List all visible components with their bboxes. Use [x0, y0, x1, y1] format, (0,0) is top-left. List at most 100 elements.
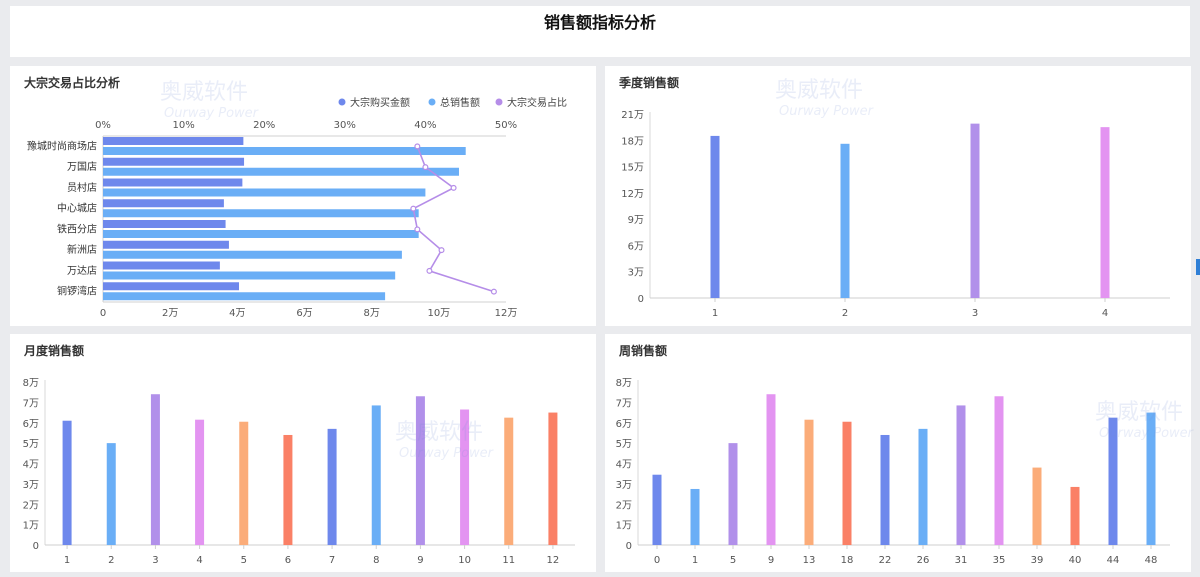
- header-panel: 销售额指标分析: [10, 6, 1190, 57]
- x-tick-label: 1: [64, 555, 70, 566]
- bar: [106, 443, 116, 545]
- bar-bulk: [103, 220, 226, 228]
- bulk-trade-chart: 大宗购买金额 总销售额 大宗交易占比 0% 10% 20% 30% 40% 50% 0 2万 4万 6万…: [27, 96, 567, 319]
- bar-bulk: [103, 282, 240, 291]
- x-tick-label: 1: [712, 308, 718, 319]
- bar-bulk: [103, 137, 244, 145]
- bar: [1108, 417, 1118, 545]
- x-tick-label: 26: [917, 555, 930, 566]
- legend-marker: [338, 98, 346, 106]
- category-label: 万国店: [67, 160, 97, 173]
- bar-total: [103, 250, 402, 259]
- bulk-trade-panel: 大宗交易占比分析 奥威软件 Ourway Power 大宗购买金额 总销售额 大宗交…: [10, 66, 596, 326]
- bar-total: [103, 167, 459, 176]
- bar-total: [103, 292, 386, 301]
- percent-point: [450, 184, 457, 191]
- bar-total: [103, 188, 426, 197]
- y-tick-label: 6万: [23, 419, 39, 430]
- x-tick-label: 6: [285, 555, 291, 566]
- y-tick-label: 6万: [628, 241, 644, 252]
- bar: [710, 135, 720, 298]
- x-tick-label: 39: [1031, 555, 1044, 566]
- x-tick-label: 4: [1102, 308, 1108, 319]
- x-tick-label: 9: [768, 555, 774, 566]
- y-tick-label: 12万: [621, 189, 644, 200]
- category-label: 新洲店: [67, 243, 97, 256]
- y-tick-label: 6万: [616, 419, 632, 430]
- bar: [371, 405, 381, 545]
- bar-bulk: [103, 157, 245, 166]
- category-label: 铁西分店: [57, 222, 97, 235]
- x-tick-label: 2: [842, 308, 848, 319]
- percent-point: [422, 164, 429, 171]
- y-tick-label: 3万: [628, 268, 644, 279]
- x-tick-label: 12: [547, 555, 560, 566]
- y-tick-label: 0: [638, 294, 644, 305]
- percent-tick-label: 50%: [495, 120, 517, 131]
- legend-label: 大宗购买金额: [350, 96, 410, 109]
- category-label: 铜锣湾店: [57, 285, 97, 298]
- x-tick-label: 5: [730, 555, 736, 566]
- bar: [150, 394, 160, 545]
- bar: [880, 434, 890, 545]
- x-tick-label: 4万: [229, 308, 245, 319]
- y-tick-label: 3万: [23, 480, 39, 491]
- y-tick-label: 1万: [23, 521, 39, 532]
- category-label: 豫城时尚商场店: [27, 139, 97, 152]
- y-tick-label: 5万: [616, 439, 632, 450]
- bar: [283, 434, 293, 545]
- bar: [728, 443, 738, 545]
- y-tick-label: 2万: [23, 500, 39, 511]
- bar: [840, 143, 850, 298]
- y-tick-label: 5万: [23, 439, 39, 450]
- chart-title: 季度销售额: [619, 76, 680, 90]
- bar: [62, 420, 72, 545]
- x-tick-label: 8: [373, 555, 379, 566]
- y-tick-label: 7万: [23, 398, 39, 409]
- x-tick-label: 0: [654, 555, 660, 566]
- y-tick-label: 15万: [621, 163, 644, 174]
- x-tick-label: 5: [241, 555, 247, 566]
- y-tick-label: 21万: [621, 110, 644, 121]
- week-sales-panel: 周销售额 奥威软件 Ourway Power 0 1万 2万 3万 4万 5万 6万 7万 8万…: [605, 334, 1193, 572]
- y-tick-label: 3万: [616, 480, 632, 491]
- percent-point: [426, 267, 433, 274]
- bar-bulk: [103, 199, 224, 208]
- x-tick-label: 10万: [427, 308, 450, 319]
- bar: [690, 488, 700, 545]
- bar-total: [103, 271, 396, 280]
- chart-title: 周销售额: [619, 344, 668, 358]
- bar: [766, 394, 776, 545]
- x-tick-label: 2: [108, 555, 114, 566]
- percent-point: [414, 143, 421, 150]
- percent-point: [414, 226, 421, 233]
- x-tick-label: 9: [417, 555, 423, 566]
- bar: [239, 421, 249, 545]
- quarter-sales-chart: 0 3万 6万 9万 12万 15万 18万 21万 1 2 3 4: [621, 110, 1170, 319]
- category-label: 万达店: [67, 264, 97, 277]
- percent-point: [410, 205, 417, 212]
- x-tick-label: 31: [955, 555, 968, 566]
- bar: [1070, 486, 1080, 545]
- x-tick-label: 11: [502, 555, 515, 566]
- legend-marker: [428, 98, 436, 106]
- x-tick-label: 10: [458, 555, 471, 566]
- x-tick-label: 22: [879, 555, 892, 566]
- bar: [842, 421, 852, 545]
- bar: [195, 419, 205, 545]
- bar: [460, 409, 470, 545]
- bar: [1100, 127, 1110, 298]
- month-sales-panel: 月度销售额 奥威软件 Ourway Power 0 1万 2万 3万 4万 5万 6万 7万 8…: [10, 334, 596, 572]
- bar: [548, 412, 558, 545]
- side-panel-handle[interactable]: [1196, 259, 1200, 275]
- bar: [994, 396, 1004, 545]
- y-tick-label: 4万: [616, 460, 632, 471]
- legend-marker: [495, 98, 503, 106]
- bar-bulk: [103, 240, 229, 249]
- y-tick-label: 0: [626, 541, 632, 552]
- x-tick-label: 7: [329, 555, 335, 566]
- x-tick-label: 1: [692, 555, 698, 566]
- category-label: 员村店: [67, 181, 97, 194]
- y-tick-label: 2万: [616, 500, 632, 511]
